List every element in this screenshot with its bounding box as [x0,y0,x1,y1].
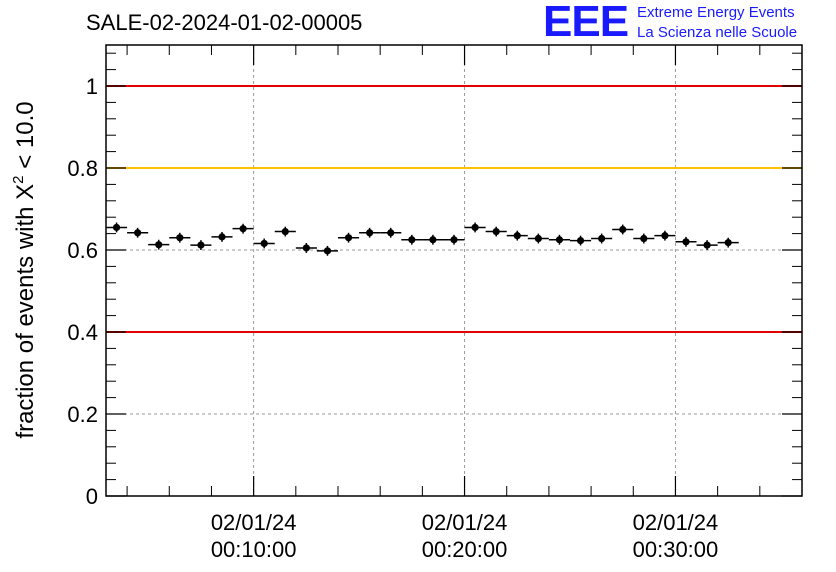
data-point [675,236,697,247]
data-marker [197,241,205,249]
data-marker [640,234,648,243]
data-marker [344,234,353,242]
y-axis-title-main: fraction of events with X [12,184,39,439]
data-point [717,237,739,248]
data-marker [555,236,564,244]
data-point [253,238,275,249]
data-point [106,222,128,233]
y-tick-label: 0.6 [67,238,98,263]
y-tick-label: 1 [86,74,98,99]
data-point [548,234,570,245]
y-tick-label: 0.8 [67,156,98,181]
x-tick-label-date: 02/01/24 [211,510,297,535]
data-point [464,222,486,233]
data-marker [703,241,711,249]
data-point [485,226,507,237]
data-marker [218,233,226,241]
data-point [696,240,718,250]
data-point [633,233,655,244]
data-point [211,231,233,242]
data-marker [155,241,163,249]
data-point [422,234,444,245]
axis-ticks: 00.20.40.60.8102/01/2400:10:0002/01/2400… [67,45,802,562]
data-point [359,227,381,238]
data-point [506,230,528,241]
data-point [148,239,170,250]
data-point [169,232,191,243]
data-point [443,234,465,245]
data-marker [598,234,606,243]
data-point [380,227,402,238]
x-tick-label-time: 00:10:00 [211,537,297,562]
data-marker [281,227,289,236]
data-point [190,240,212,250]
data-point [591,233,613,244]
x-tick-label-date: 02/01/24 [633,510,719,535]
data-point [274,226,296,237]
data-marker [429,236,437,244]
data-marker [576,236,585,245]
data-marker [492,227,500,236]
data-marker [471,223,479,232]
y-tick-label: 0.2 [67,402,98,427]
data-marker [302,244,310,252]
reference-lines [106,85,802,333]
eee-logo: EEE Extreme Energy Events La Scienza nel… [543,0,833,46]
logo-line-1: Extreme Energy Events [637,4,795,21]
data-marker [366,229,374,237]
x-tick-label-date: 02/01/24 [422,510,508,535]
plot-frame [105,44,803,497]
grid-lines [106,45,802,496]
data-point [338,232,360,243]
data-point [295,243,317,253]
data-marker [513,232,521,240]
eee-logo-mark: EEE [543,0,629,46]
data-marker [450,236,458,244]
logo-line-2: La Scienza nelle Scuole [637,24,798,41]
data-marker [134,229,142,237]
run-title: SALE-02-2024-01-02-00005 [86,10,363,35]
data-point [654,230,676,241]
data-point [527,233,549,244]
y-axis-title-sup: 2 [10,175,27,183]
data-marker [323,247,332,255]
y-axis-title-tail: < 10.0 [12,101,39,175]
y-axis-title: fraction of events with X2 < 10.0 [10,101,39,438]
data-marker [661,232,669,240]
data-marker [682,238,690,246]
data-marker [176,234,184,242]
data-marker [619,225,627,234]
data-point [612,224,634,235]
data-marker [534,234,542,243]
y-tick-label: 0.4 [67,320,98,345]
data-points [106,222,739,256]
x-tick-label-time: 00:20:00 [422,537,508,562]
y-axis-label: fraction of events with X2 < 10.0 [10,101,39,438]
data-point [316,245,338,256]
data-point [570,235,592,246]
data-marker [239,225,247,233]
data-marker [387,229,395,237]
x-tick-label-time: 00:30:00 [633,537,719,562]
y-tick-label: 0 [86,484,98,509]
data-point [127,227,149,238]
data-marker [724,239,732,247]
data-point [401,234,423,245]
data-marker [112,223,121,232]
data-marker [408,236,416,244]
data-marker [260,239,268,248]
data-point [232,223,254,234]
